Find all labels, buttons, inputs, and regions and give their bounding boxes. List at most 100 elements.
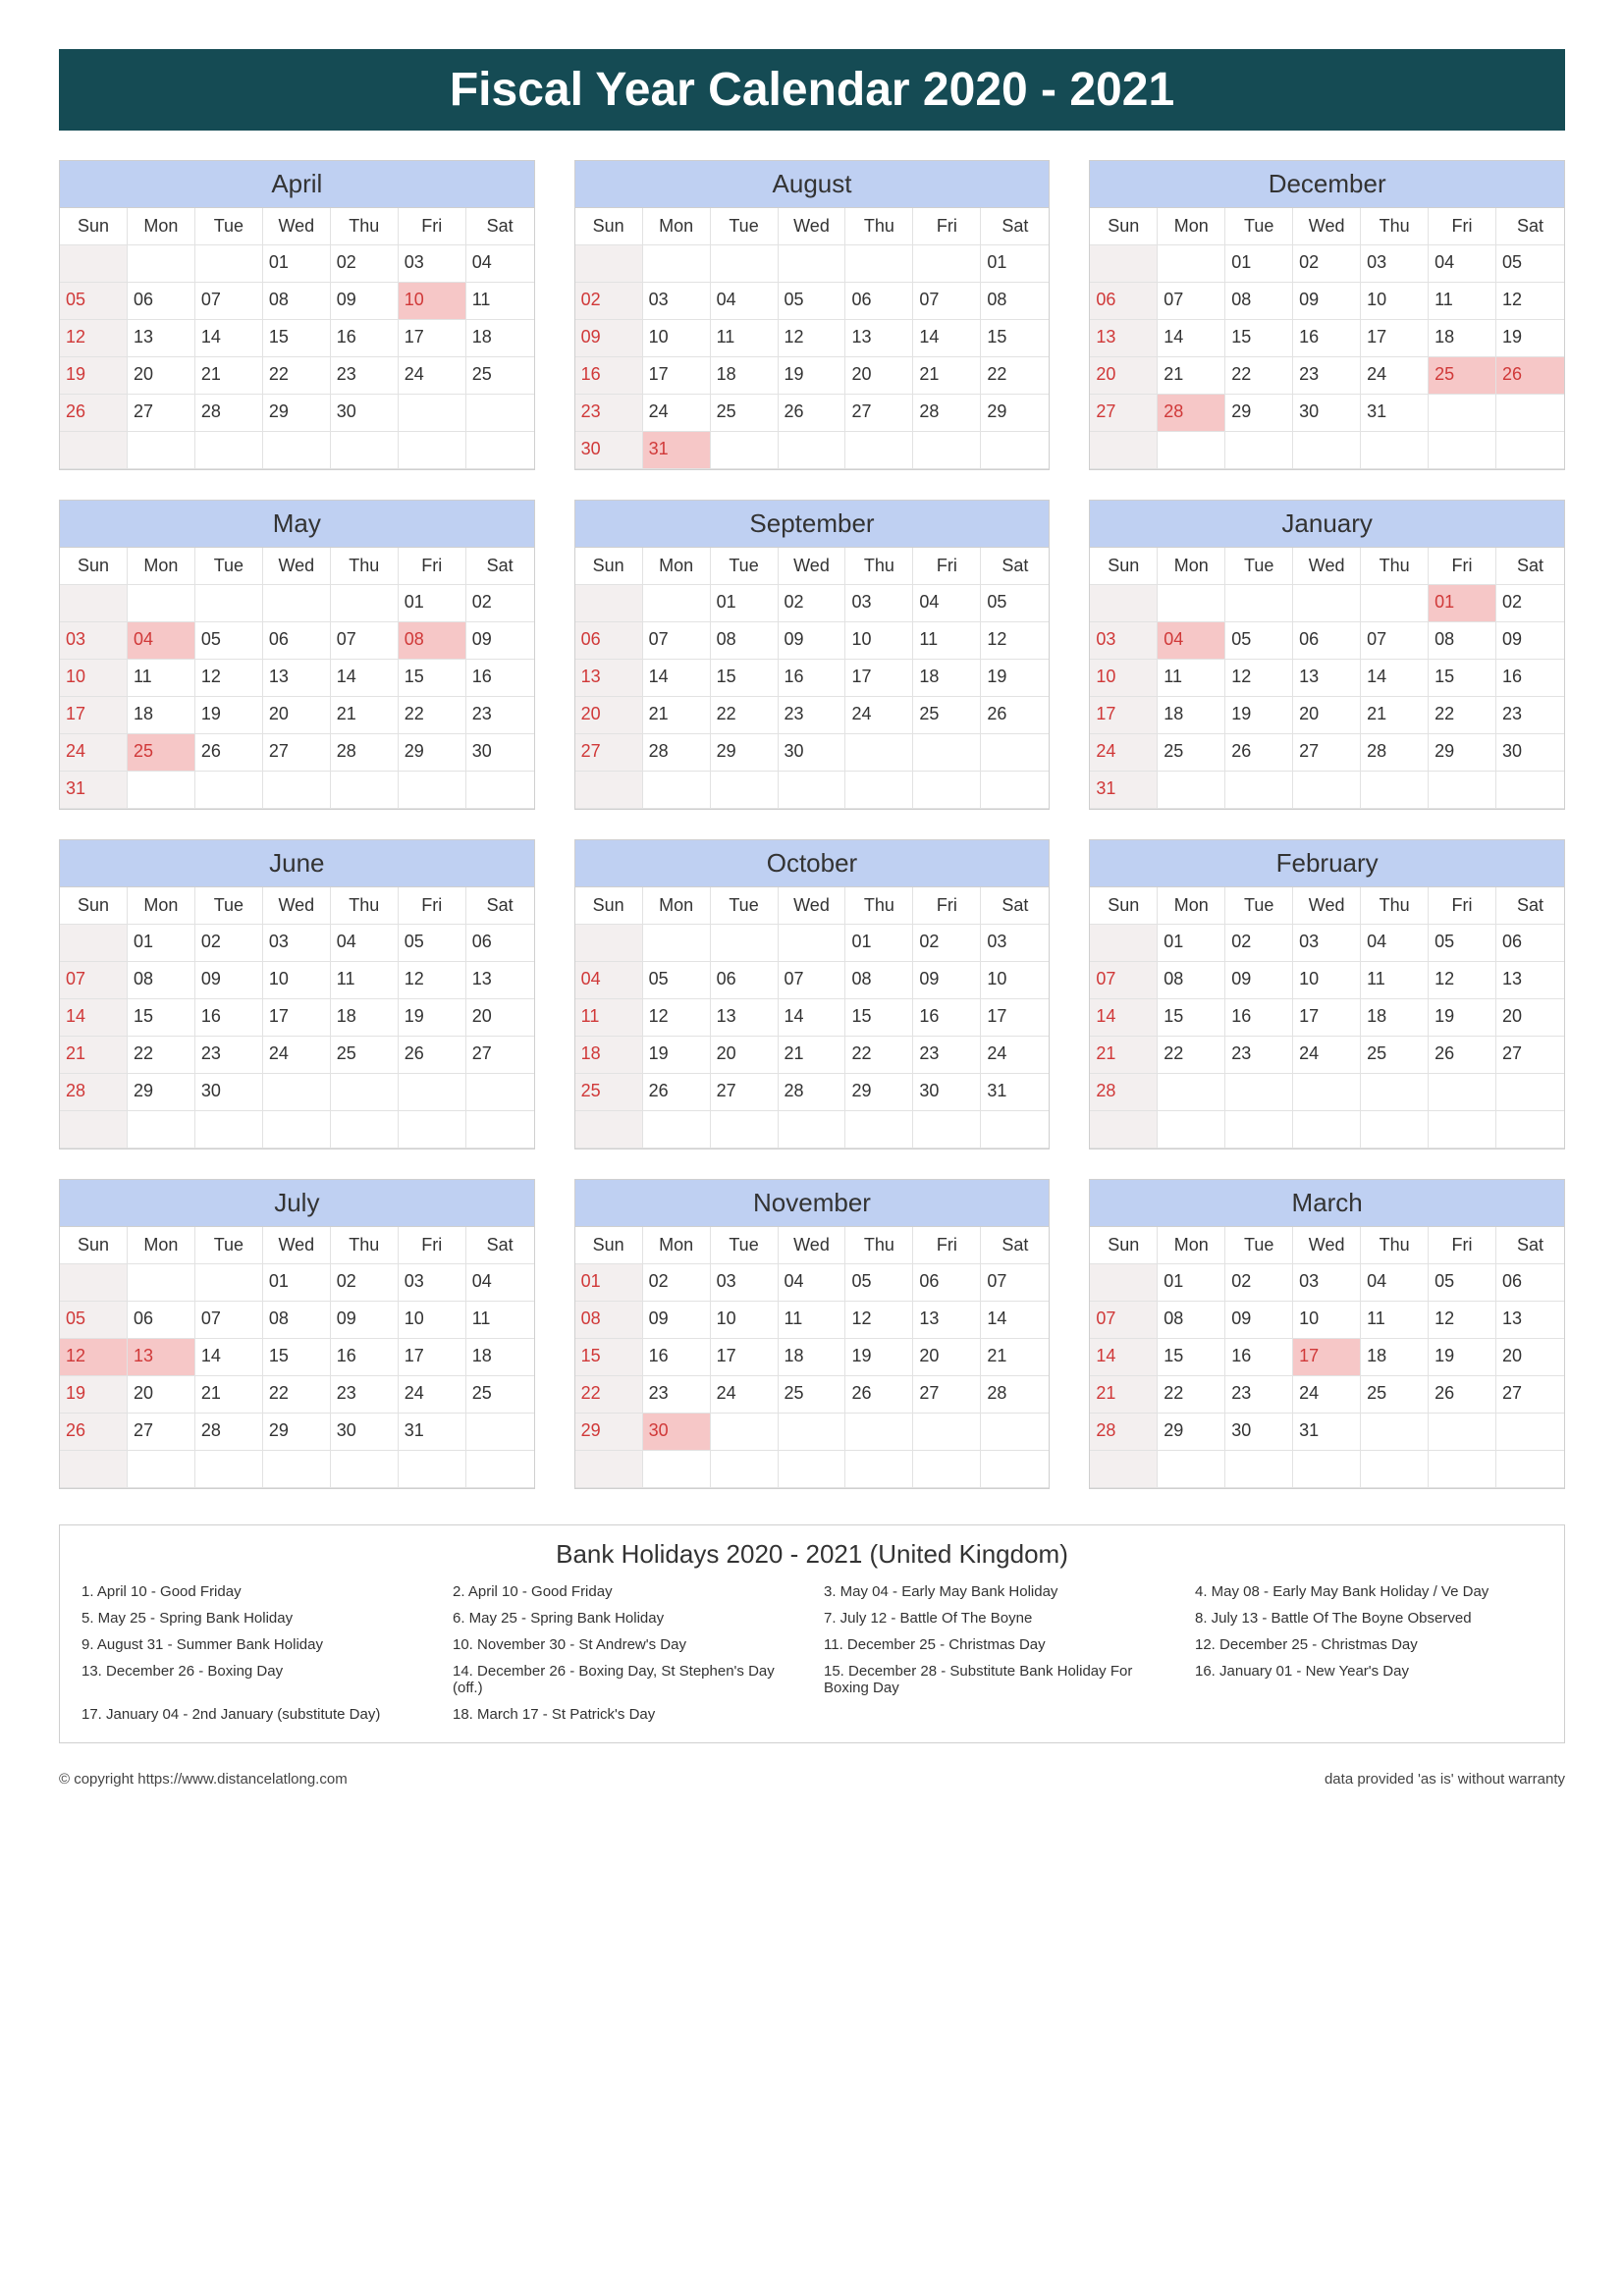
month-name: May xyxy=(60,501,534,548)
week-row: 22232425262728 xyxy=(575,1376,1050,1414)
week-row: 20212223242526 xyxy=(575,697,1050,734)
day-cell xyxy=(1090,1451,1158,1488)
day-cell xyxy=(1090,432,1158,469)
day-cell xyxy=(331,1451,399,1488)
week-row: 08091011121314 xyxy=(575,1302,1050,1339)
footer-copyright: © copyright https://www.distancelatlong.… xyxy=(59,1771,348,1788)
day-cell: 27 xyxy=(466,1037,534,1074)
day-cell: 22 xyxy=(711,697,779,734)
day-cell: 20 xyxy=(845,357,913,395)
day-cell: 07 xyxy=(981,1264,1049,1302)
day-cell: 07 xyxy=(60,962,128,999)
weekday-label: Thu xyxy=(1361,887,1429,925)
weekday-label: Fri xyxy=(399,887,466,925)
day-cell: 13 xyxy=(1496,1302,1564,1339)
day-cell: 14 xyxy=(981,1302,1049,1339)
day-cell xyxy=(575,1111,643,1148)
month-march: MarchSunMonTueWedThuFriSat 0102030405060… xyxy=(1089,1179,1565,1489)
day-cell: 31 xyxy=(981,1074,1049,1111)
day-cell: 01 xyxy=(845,925,913,962)
day-cell: 23 xyxy=(575,395,643,432)
day-cell: 18 xyxy=(779,1339,846,1376)
day-cell: 04 xyxy=(331,925,399,962)
day-cell xyxy=(845,1451,913,1488)
day-cell: 10 xyxy=(711,1302,779,1339)
weekday-header: SunMonTueWedThuFriSat xyxy=(575,887,1050,925)
day-cell xyxy=(1090,925,1158,962)
day-cell: 14 xyxy=(331,660,399,697)
weekday-label: Tue xyxy=(711,1227,779,1264)
day-cell xyxy=(1496,395,1564,432)
day-cell xyxy=(195,1111,263,1148)
week-row: 03040506070809 xyxy=(1090,622,1564,660)
day-cell: 12 xyxy=(60,320,128,357)
day-cell xyxy=(399,1111,466,1148)
day-cell: 05 xyxy=(1225,622,1293,660)
weekday-label: Mon xyxy=(1158,208,1225,245)
day-cell: 13 xyxy=(845,320,913,357)
day-cell: 25 xyxy=(128,734,195,772)
month-july: JulySunMonTueWedThuFriSat 01020304050607… xyxy=(59,1179,535,1489)
month-may: MaySunMonTueWedThuFriSat 010203040506070… xyxy=(59,500,535,810)
day-cell: 07 xyxy=(1090,1302,1158,1339)
day-cell: 24 xyxy=(981,1037,1049,1074)
day-cell: 11 xyxy=(128,660,195,697)
day-cell: 25 xyxy=(913,697,981,734)
day-cell: 10 xyxy=(643,320,711,357)
day-cell: 03 xyxy=(399,245,466,283)
weekday-label: Wed xyxy=(263,887,331,925)
day-cell xyxy=(643,1451,711,1488)
day-cell xyxy=(128,585,195,622)
month-name: December xyxy=(1090,161,1564,208)
day-cell: 06 xyxy=(1293,622,1361,660)
day-cell: 08 xyxy=(1158,962,1225,999)
month-january: JanuarySunMonTueWedThuFriSat 01020304050… xyxy=(1089,500,1565,810)
weekday-label: Thu xyxy=(845,887,913,925)
day-cell: 21 xyxy=(195,357,263,395)
weekday-label: Sat xyxy=(981,887,1049,925)
day-cell: 23 xyxy=(913,1037,981,1074)
day-cell: 07 xyxy=(1090,962,1158,999)
day-cell xyxy=(845,772,913,809)
day-cell: 25 xyxy=(1158,734,1225,772)
day-cell: 27 xyxy=(263,734,331,772)
day-cell xyxy=(1225,1111,1293,1148)
day-cell: 01 xyxy=(128,925,195,962)
day-cell: 05 xyxy=(60,1302,128,1339)
day-cell: 10 xyxy=(981,962,1049,999)
day-cell: 21 xyxy=(913,357,981,395)
day-cell: 10 xyxy=(60,660,128,697)
day-cell: 08 xyxy=(1158,1302,1225,1339)
day-cell xyxy=(263,1451,331,1488)
day-cell xyxy=(195,1264,263,1302)
weekday-label: Mon xyxy=(128,887,195,925)
day-cell: 24 xyxy=(1293,1037,1361,1074)
day-cell: 15 xyxy=(1225,320,1293,357)
day-cell: 24 xyxy=(711,1376,779,1414)
day-cell: 20 xyxy=(575,697,643,734)
day-cell: 30 xyxy=(1225,1414,1293,1451)
day-cell: 11 xyxy=(1361,962,1429,999)
day-cell xyxy=(466,1111,534,1148)
weekday-label: Wed xyxy=(779,887,846,925)
day-cell: 13 xyxy=(1293,660,1361,697)
day-cell: 30 xyxy=(913,1074,981,1111)
day-cell: 09 xyxy=(1293,283,1361,320)
day-cell xyxy=(711,1451,779,1488)
day-cell: 24 xyxy=(399,357,466,395)
calendar-grid: AprilSunMonTueWedThuFriSat 0102030405060… xyxy=(59,160,1565,1489)
day-cell: 30 xyxy=(1293,395,1361,432)
week-row xyxy=(575,772,1050,809)
day-cell: 29 xyxy=(263,395,331,432)
day-cell xyxy=(711,772,779,809)
day-cell: 18 xyxy=(1429,320,1496,357)
month-name: September xyxy=(575,501,1050,548)
day-cell: 07 xyxy=(1158,283,1225,320)
day-cell: 18 xyxy=(575,1037,643,1074)
day-cell: 09 xyxy=(1225,962,1293,999)
day-cell: 21 xyxy=(195,1376,263,1414)
day-cell xyxy=(1293,585,1361,622)
week-row: 010203 xyxy=(575,925,1050,962)
day-cell: 17 xyxy=(60,697,128,734)
month-name: April xyxy=(60,161,534,208)
